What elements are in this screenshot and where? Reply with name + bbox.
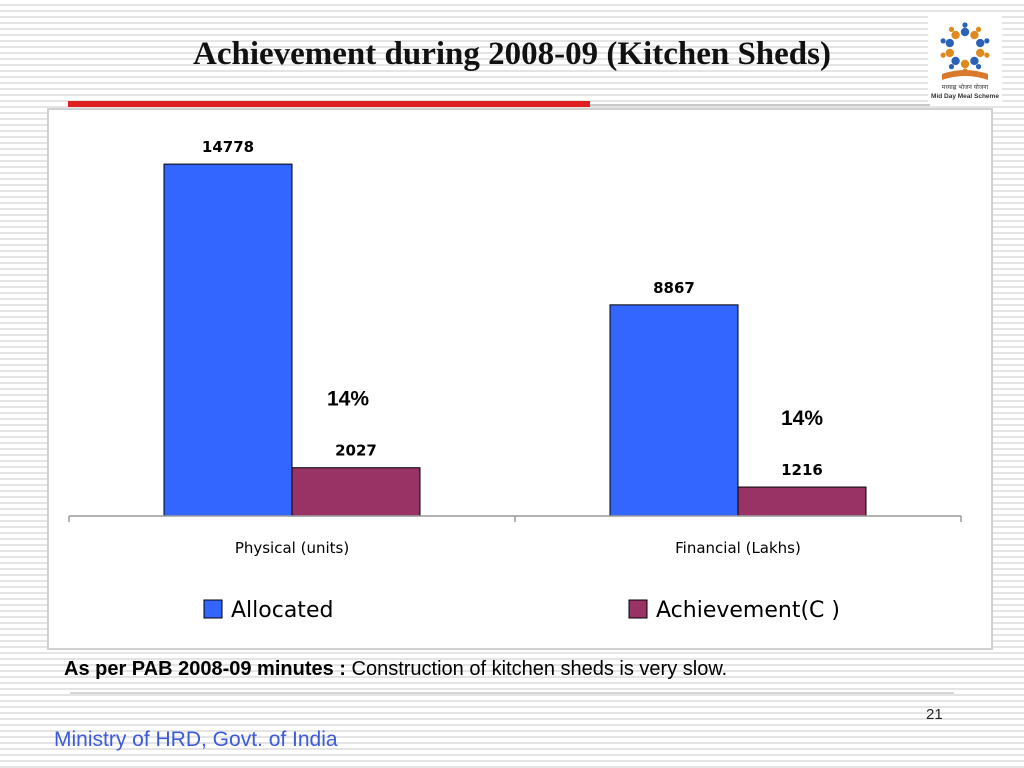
bar-chart: 14778 2027 14% Physical (units) 8867 1216 14% F…: [68, 138, 962, 623]
pab-note-text: Construction of kitchen sheds is very sl…: [351, 658, 728, 680]
bar-achievement-0: [291, 467, 421, 517]
bar-allocated-0: [163, 163, 293, 517]
legend-swatch-allocated: [203, 599, 223, 619]
logo-caption-english: Mid Day Meal Scheme: [931, 93, 999, 100]
percent-label-1: 14%: [781, 407, 823, 430]
pab-note-label: As per PAB 2008-09 minutes :: [64, 658, 346, 680]
percent-label-0: 14%: [327, 388, 369, 411]
category-label-1: Financial (Lakhs): [675, 539, 801, 557]
data-label-achievement-1: 1216: [781, 461, 823, 479]
footer-ministry: Ministry of HRD, Govt. of India: [54, 728, 338, 751]
data-label-achievement-0: 2027: [335, 442, 377, 460]
page-number: 21: [926, 706, 943, 723]
bar-allocated-1: [609, 304, 739, 517]
legend-label-allocated: Allocated: [231, 598, 333, 623]
title-underline-red: [68, 101, 590, 107]
legend-swatch-achievement: [628, 599, 648, 619]
data-label-allocated-1: 8867: [653, 279, 695, 297]
pab-note: As per PAB 2008-09 minutes : Constructio…: [64, 658, 727, 681]
footer-divider: [70, 692, 954, 694]
legend-label-achievement: Achievement(C ): [656, 598, 840, 623]
title-underline-grey: [590, 104, 930, 106]
logo-caption-hindi: मध्याह्न भोजन योजना: [942, 83, 989, 91]
mid-day-meal-logo-icon: मध्याह्न भोजन योजना Mid Day Meal Scheme: [928, 14, 1002, 104]
category-label-0: Physical (units): [235, 539, 349, 557]
data-label-allocated-0: 14778: [202, 138, 254, 156]
slide-title: Achievement during 2008-09 (Kitchen Shed…: [193, 36, 831, 72]
bar-achievement-1: [737, 486, 867, 517]
chart-frame: 14778 2027 14% Physical (units) 8867 1216 14% F…: [47, 108, 993, 650]
